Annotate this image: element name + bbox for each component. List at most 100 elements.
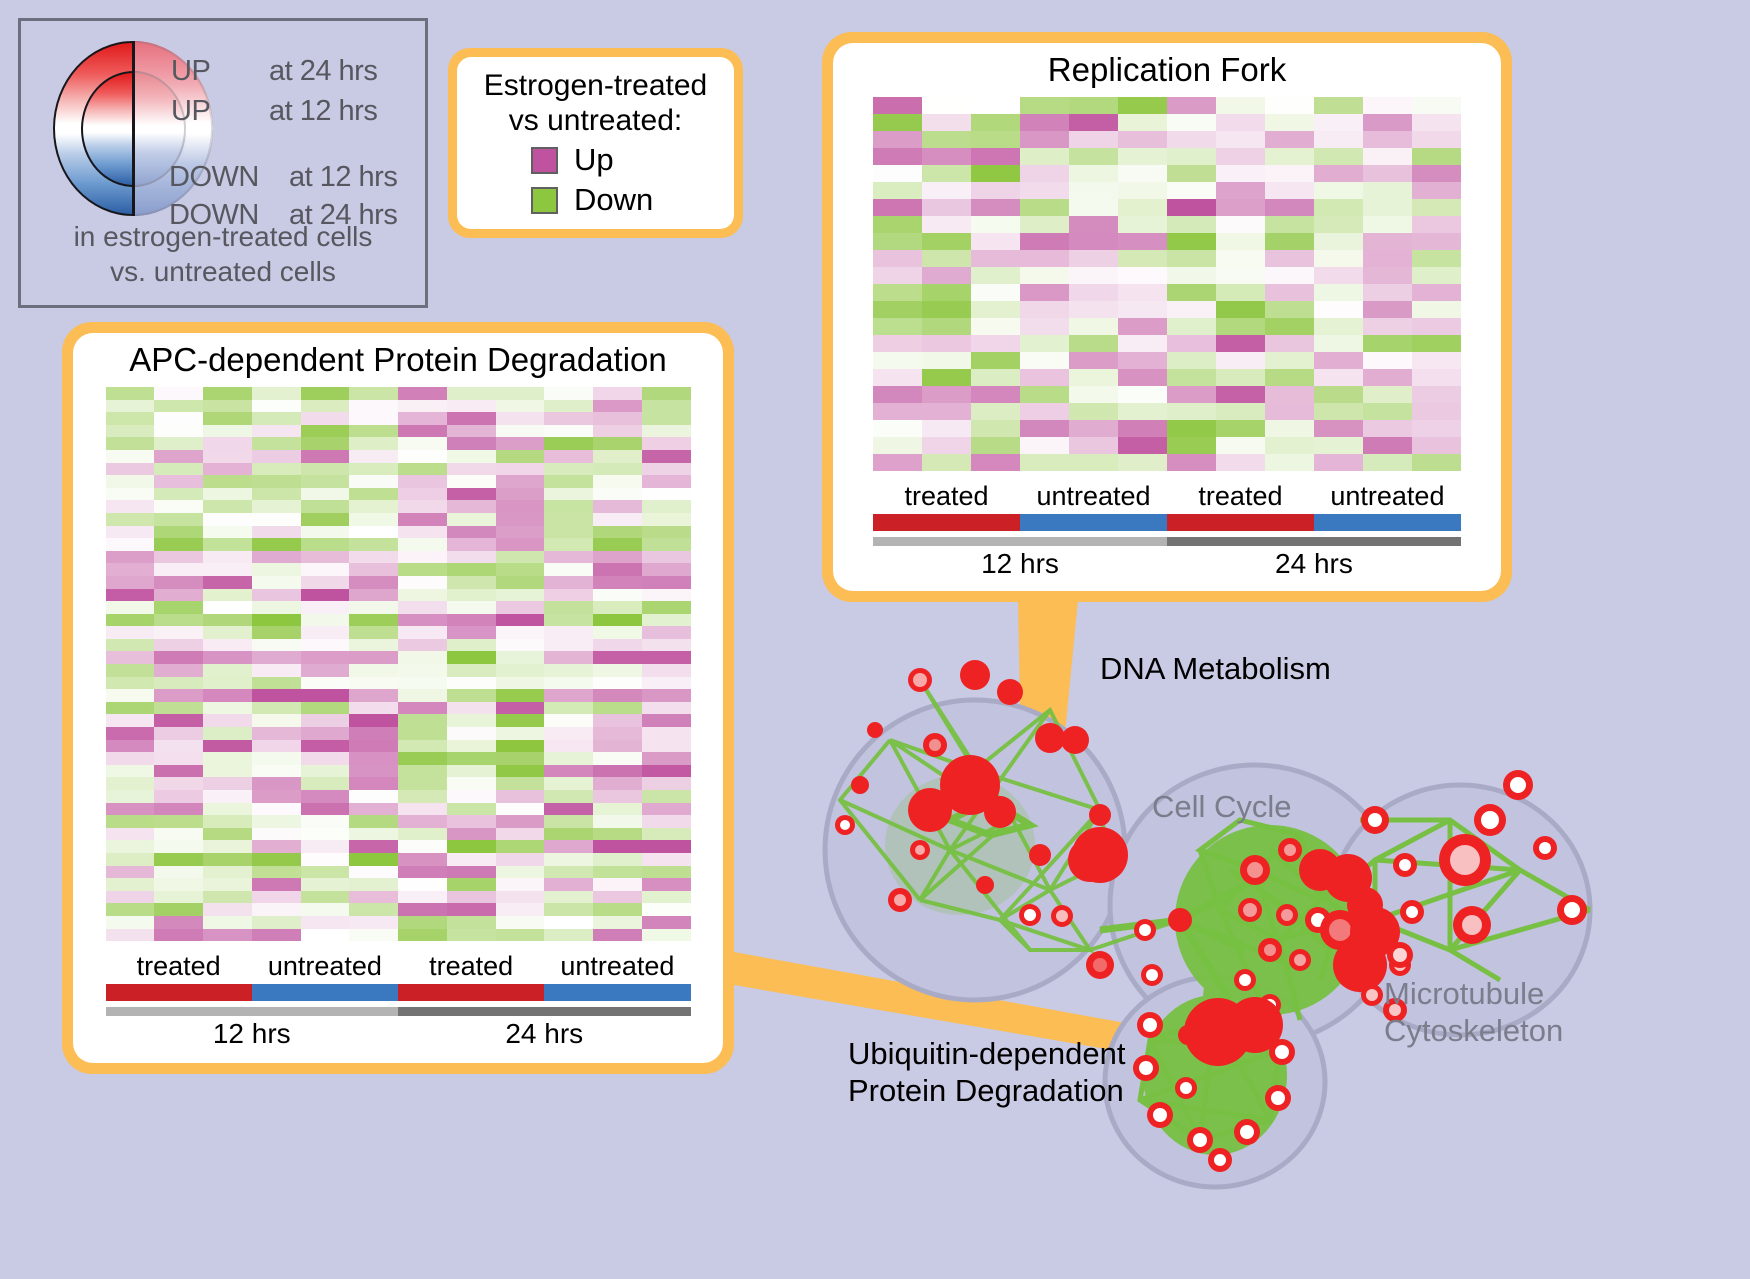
heatmap-cell	[1118, 318, 1167, 335]
heatmap-cell	[300, 739, 350, 753]
heatmap-cell	[251, 701, 301, 715]
heatmap-cell	[251, 449, 301, 463]
heatmap-cell	[251, 790, 301, 803]
heatmap-cell	[154, 878, 203, 891]
heatmap-cell	[154, 752, 203, 765]
heatmap-cell	[495, 701, 545, 715]
heatmap-cell	[495, 626, 545, 639]
heatmap-cell	[593, 689, 642, 702]
heatmap-cell	[446, 462, 496, 476]
heatmap-cell	[593, 449, 642, 463]
heatmap-cell	[1069, 352, 1118, 369]
heatmap-cell	[349, 525, 398, 539]
heatmap-cell	[349, 462, 398, 476]
heatmap-cell	[922, 97, 972, 114]
heatmap-cell	[544, 399, 593, 413]
heatmap-cell	[203, 613, 252, 627]
heatmap-cell	[446, 626, 496, 639]
heatmap-cell	[641, 462, 691, 476]
heatmap-cell	[1411, 369, 1461, 386]
heatmap-cell	[1166, 199, 1216, 216]
heatmap-cell	[300, 840, 350, 853]
heatmap-cell	[1118, 454, 1167, 471]
heatmap-cell	[495, 387, 545, 400]
heatmap-cell	[203, 865, 252, 879]
heatmap-cell	[922, 267, 972, 284]
heatmap-cell	[922, 284, 972, 301]
heatmap-cell	[105, 437, 155, 450]
heatmap-cell	[544, 412, 593, 425]
heatmap-cell	[1166, 148, 1216, 165]
heatmap-cell	[349, 424, 398, 438]
heatmap-cell	[641, 714, 691, 728]
heatmap-cell	[349, 903, 398, 916]
heatmap-cell	[495, 437, 545, 450]
heatmap-cell	[1264, 352, 1314, 369]
heatmap-cell	[1313, 352, 1363, 369]
heatmap-cell	[105, 525, 155, 539]
heatmap-cell	[154, 601, 203, 614]
heatmap-cell	[544, 865, 593, 879]
heatmap-cell	[1313, 131, 1363, 148]
heatmap-cell	[251, 462, 301, 476]
heatmap-cell	[300, 588, 350, 602]
heatmap-cell	[105, 827, 155, 841]
heatmap-cell	[641, 512, 691, 526]
heatmap-cell	[349, 764, 398, 778]
heatmap-cell	[1313, 454, 1363, 471]
heatmap-cell	[1362, 335, 1412, 352]
heatmap-cell	[1118, 267, 1167, 284]
heatmap-cell	[349, 815, 398, 828]
heatmap-cell	[1362, 318, 1412, 335]
heatmap-cell	[495, 424, 545, 438]
heatmap-cell	[251, 387, 301, 400]
heatmap-cell	[251, 512, 301, 526]
heatmap-cell	[544, 840, 593, 853]
heatmap-cell	[349, 563, 398, 576]
heatmap-cell	[105, 915, 155, 929]
heatmap-cell	[873, 284, 923, 301]
heatmap-cell	[1118, 165, 1167, 182]
heatmap-cell	[300, 865, 350, 879]
colorwheel-divider	[132, 41, 135, 216]
heatmap-cell	[1020, 182, 1070, 199]
heatmap-cell	[300, 915, 350, 929]
heatmap-cell	[446, 727, 496, 740]
heatmap-cell	[349, 412, 398, 425]
heatmap-cell	[922, 454, 972, 471]
heatmap-cell	[349, 601, 398, 614]
heatmap-cell	[300, 701, 350, 715]
heatmap-cell	[641, 651, 691, 665]
heatmap-cell	[300, 928, 350, 942]
heatmap-cell	[300, 815, 350, 828]
heatmap-cell	[495, 462, 545, 476]
heatmap-cell	[1020, 284, 1070, 301]
heatmap-cell	[641, 613, 691, 627]
heatmap-cell	[1411, 199, 1461, 216]
heatmap-cell	[105, 412, 155, 425]
heatmap-cell	[446, 790, 496, 803]
heatmap-cell	[1020, 148, 1070, 165]
cluster-label-cell-cycle: Cell Cycle	[1152, 789, 1292, 824]
heatmap-cell	[398, 563, 447, 576]
heatmap-cell	[641, 437, 691, 450]
heatmap-cell	[349, 664, 398, 677]
heatmap-cell	[105, 399, 155, 413]
heatmap-cell	[1069, 369, 1118, 386]
heatmap-cell	[203, 512, 252, 526]
heatmap-cell	[922, 352, 972, 369]
heatmap-cell	[446, 412, 496, 425]
heatmap-cell	[495, 563, 545, 576]
heatmap-cell	[544, 714, 593, 728]
heatmap-cell	[971, 352, 1021, 369]
heatmap-cell	[593, 437, 642, 450]
heatmap-cell	[154, 475, 203, 488]
heatmap-cell	[300, 714, 350, 728]
heatmap-cell	[1215, 97, 1265, 114]
heatmap-cell	[1362, 403, 1412, 420]
heatmap-cell	[641, 865, 691, 879]
heatmap-cell	[398, 676, 447, 690]
heatmap-cell	[203, 915, 252, 929]
down-label: Down	[574, 182, 654, 217]
